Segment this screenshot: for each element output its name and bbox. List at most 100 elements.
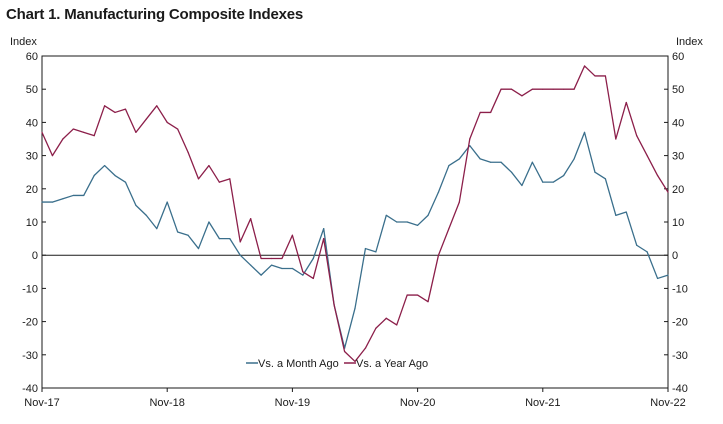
y-tick-label-left: 20: [26, 184, 38, 196]
data-point: [615, 138, 617, 140]
legend-label: Vs. a Month Ago: [258, 358, 339, 370]
data-point: [583, 131, 586, 133]
data-point: [531, 88, 533, 90]
data-point: [396, 221, 398, 223]
data-point: [646, 155, 648, 157]
data-point: [83, 194, 85, 197]
data-point: [437, 254, 440, 256]
data-point: [479, 158, 481, 160]
data-point: [51, 155, 54, 157]
data-point: [312, 277, 314, 280]
y-tick-label-left: 60: [26, 51, 38, 63]
data-point: [166, 121, 168, 123]
data-point: [93, 174, 95, 177]
data-point: [124, 181, 127, 183]
data-point: [615, 214, 617, 216]
data-point: [187, 234, 189, 236]
data-point: [531, 161, 533, 163]
data-point: [83, 131, 85, 133]
data-point: [573, 158, 575, 160]
data-point: [177, 231, 179, 233]
data-point: [323, 238, 325, 240]
data-point: [62, 198, 64, 200]
y-tick-label-left: 0: [32, 250, 38, 262]
data-point: [218, 238, 220, 240]
series-line: [42, 131, 669, 349]
data-point: [41, 201, 43, 203]
y-tick-label-right: -30: [672, 350, 688, 362]
data-point: [208, 164, 210, 167]
y-tick-label-right: 20: [672, 184, 684, 196]
data-point: [385, 317, 387, 319]
data-point: [281, 257, 283, 260]
data-point: [197, 178, 200, 180]
data-point: [656, 174, 659, 177]
y-tick-label-left: -30: [22, 350, 38, 362]
data-point: [145, 118, 147, 120]
data-point: [521, 95, 523, 97]
data-point: [72, 128, 74, 130]
data-point: [458, 158, 460, 160]
y-tick-label-right: -10: [672, 283, 688, 295]
y-tick-label-left: -10: [22, 283, 38, 295]
y-tick-label-left: -40: [22, 383, 38, 395]
y-tick-label-left: 50: [26, 84, 38, 96]
y-tick-label-right: 0: [672, 250, 678, 262]
data-point: [636, 244, 638, 246]
x-tick-label: Nov-18: [149, 397, 184, 409]
data-point: [385, 214, 387, 216]
y-tick-label-left: -20: [22, 317, 38, 329]
y-tick-label-right: 10: [672, 217, 684, 229]
data-point: [145, 214, 147, 216]
data-point: [427, 301, 429, 303]
data-point: [656, 277, 659, 280]
data-point: [417, 224, 419, 226]
data-point: [667, 191, 669, 193]
data-point: [417, 294, 419, 296]
data-point: [187, 151, 189, 153]
data-point: [542, 181, 544, 183]
data-point: [542, 88, 544, 90]
data-point: [636, 135, 638, 137]
data-point: [510, 171, 513, 173]
data-point: [510, 88, 513, 90]
data-point: [124, 108, 127, 110]
data-point: [135, 204, 137, 206]
data-point: [500, 88, 502, 90]
data-point: [552, 88, 554, 90]
data-point: [604, 75, 607, 77]
data-point: [229, 178, 231, 180]
series-year-ago: [41, 65, 669, 363]
y-tick-label-right: 30: [672, 151, 684, 163]
data-point: [469, 138, 471, 140]
data-point: [448, 164, 450, 167]
data-point: [594, 171, 596, 173]
data-point: [604, 178, 607, 180]
data-point: [312, 257, 314, 260]
data-point: [281, 267, 283, 270]
y-tick-label-right: 40: [672, 117, 684, 129]
data-point: [72, 194, 74, 197]
data-point: [667, 274, 669, 276]
data-point: [625, 211, 627, 213]
y-tick-label-right: -40: [672, 383, 688, 395]
data-point: [114, 111, 116, 114]
y-tick-label-right: -20: [672, 317, 688, 329]
data-point: [458, 201, 460, 203]
data-point: [406, 294, 408, 296]
x-tick-label: Nov-22: [650, 397, 685, 409]
data-point: [41, 131, 43, 133]
data-point: [291, 234, 293, 236]
data-point: [51, 201, 54, 203]
data-point: [166, 201, 168, 203]
data-point: [563, 88, 565, 90]
y-tick-label-right: 50: [672, 84, 684, 96]
y-axis-title-left: Index: [10, 36, 37, 48]
y-tick-label-left: 30: [26, 151, 38, 163]
data-point: [490, 111, 492, 114]
data-point: [364, 247, 367, 250]
data-point: [302, 271, 304, 273]
data-point: [375, 251, 377, 253]
data-point: [625, 101, 627, 104]
y-tick-label-left: 40: [26, 117, 38, 129]
